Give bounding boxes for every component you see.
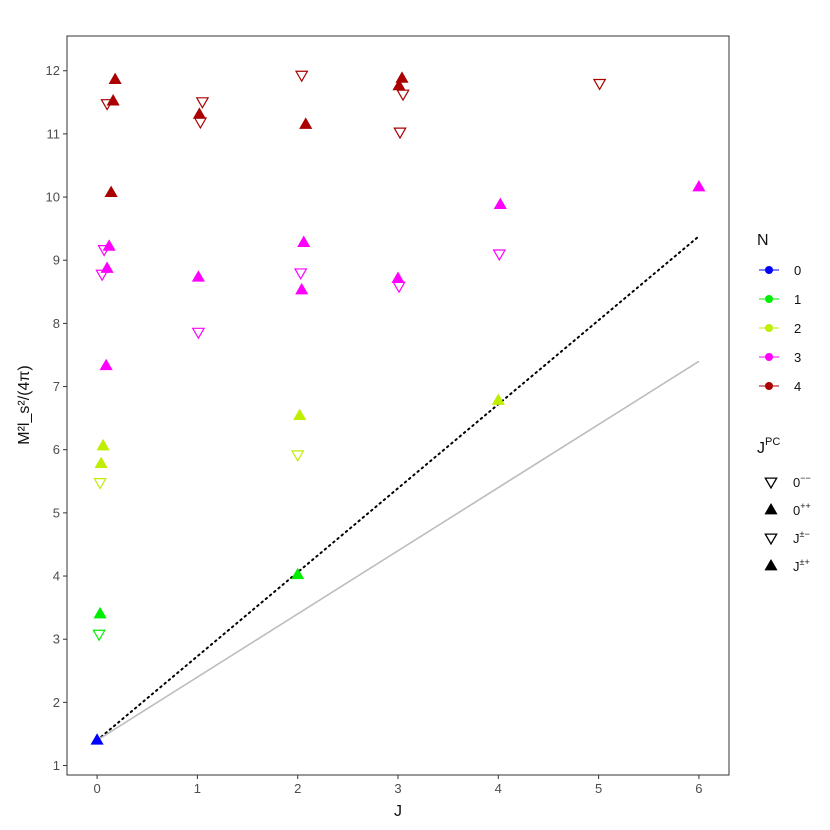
legend-jpc-label-main: J <box>793 531 800 546</box>
y-tick-label: 8 <box>53 316 60 331</box>
data-point-down <box>293 268 308 281</box>
legend-jpc-label: 0−− <box>793 473 811 490</box>
x-tick-label: 2 <box>294 781 301 796</box>
y-tick-label: 1 <box>53 758 60 773</box>
data-point-up <box>295 282 309 295</box>
data-point-up <box>106 94 120 106</box>
legend-n-dot <box>765 295 773 303</box>
data-point-down <box>195 97 210 109</box>
data-point-up <box>100 261 114 273</box>
data-point-up <box>299 117 313 129</box>
data-point-down <box>294 70 309 83</box>
x-tick-label: 3 <box>394 781 401 796</box>
legend-jpc-label: J±+ <box>793 557 810 574</box>
data-point-up <box>293 408 307 421</box>
y-axis-title: M²l_s²/(4π) <box>16 365 33 444</box>
y-tick-label: 4 <box>53 569 60 584</box>
data-point-up <box>93 606 107 619</box>
data-point-up <box>191 270 205 282</box>
data-point-up <box>90 733 104 745</box>
legend-jpc-label-sup: ±+ <box>800 557 810 567</box>
data-points <box>90 70 706 745</box>
data-point-down <box>592 78 607 91</box>
data-point-down <box>393 127 407 140</box>
legend-jpc-label-sup: ++ <box>800 501 811 511</box>
x-axis: 0 1 2 3 4 5 6 <box>93 775 703 796</box>
legend-n-dot <box>765 266 773 274</box>
legend-n-dot <box>765 324 773 332</box>
data-point-up <box>102 239 116 251</box>
data-point-up <box>395 71 409 83</box>
legend-jpc-label-main: 0 <box>793 475 800 490</box>
legend-n-label: 3 <box>794 350 801 365</box>
dotted-reference-line <box>96 235 700 742</box>
data-point-up <box>491 393 505 405</box>
y-tick-label: 12 <box>46 63 60 78</box>
legend-jpc: JPC 0−−0++J±−J±+ <box>757 436 811 574</box>
legend-jpc-marker-up <box>764 558 778 571</box>
data-point-up <box>692 179 706 192</box>
y-tick-label: 9 <box>53 253 60 268</box>
x-tick-label: 5 <box>595 781 602 796</box>
legend-jpc-title: JPC <box>757 436 780 457</box>
solid-reference-line <box>96 360 700 741</box>
y-tick-label: 11 <box>47 126 61 141</box>
y-tick-label: 7 <box>53 379 60 394</box>
legend-n-dot <box>765 353 773 361</box>
legend-jpc-marker-down <box>764 477 778 490</box>
y-tick-label: 2 <box>53 695 60 710</box>
legend-jpc-label-sup: ±− <box>800 529 810 539</box>
data-point-up <box>291 567 305 580</box>
data-point-up <box>108 72 122 84</box>
data-point-up <box>391 271 405 283</box>
y-tick-label: 3 <box>53 632 60 647</box>
y-tick-label: 6 <box>53 442 60 457</box>
legend-jpc-label: 0++ <box>793 501 811 518</box>
legend-jpc-title-main: J <box>757 440 765 457</box>
legend-n: N 0 1 2 3 4 <box>757 232 801 394</box>
legend-jpc-marker-up <box>764 502 778 515</box>
legend-n-label: 1 <box>794 292 801 307</box>
y-tick-label: 10 <box>46 190 60 205</box>
x-tick-label: 1 <box>194 781 201 796</box>
legend-n-title: N <box>757 232 769 249</box>
data-point-up <box>192 107 206 119</box>
data-point-down <box>396 89 410 102</box>
legend-jpc-label: J±− <box>793 529 810 546</box>
legend-jpc-label-main: 0 <box>793 503 800 518</box>
legend-n-label: 0 <box>794 263 801 278</box>
data-point-down <box>93 478 107 490</box>
legend-n-dot <box>765 382 773 390</box>
plot-panel <box>66 35 730 776</box>
data-point-up <box>297 235 311 247</box>
data-point-up <box>99 358 113 371</box>
data-point-up <box>493 197 507 210</box>
legend-jpc-title-sup: PC <box>765 436 780 448</box>
data-point-up <box>94 456 108 469</box>
data-point-down <box>92 629 106 642</box>
legend-n-label: 2 <box>794 321 801 336</box>
x-tick-label: 0 <box>93 781 100 796</box>
legend-n-label: 4 <box>794 379 801 394</box>
data-point-up <box>96 438 110 451</box>
legend-jpc-marker-down <box>764 533 778 546</box>
data-point-down <box>191 327 206 340</box>
y-tick-label: 5 <box>53 505 60 520</box>
x-tick-label: 4 <box>495 781 502 796</box>
data-point-down <box>290 450 305 462</box>
reference-lines <box>96 235 700 742</box>
legend-jpc-label-main: J <box>793 559 800 574</box>
legend-jpc-label-sup: −− <box>800 473 811 483</box>
x-axis-title: J <box>394 803 402 820</box>
data-point-up <box>104 185 118 198</box>
x-tick-label: 6 <box>695 781 702 796</box>
data-point-down <box>492 249 507 262</box>
